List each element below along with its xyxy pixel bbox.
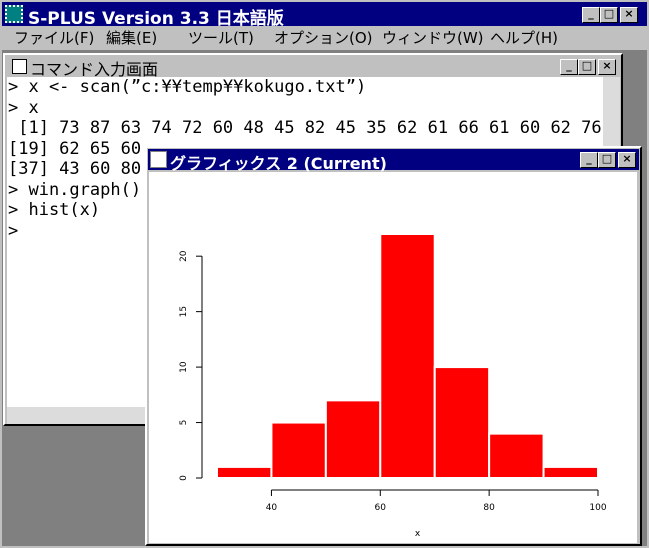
x-tick-label: 80	[483, 503, 495, 513]
console-line: [19] 62 65 60	[8, 138, 142, 159]
x-tick-label: 60	[375, 503, 387, 513]
console-line: [37] 43 60 80	[8, 159, 142, 179]
console-title: コマンド入力画面	[30, 60, 159, 79]
bar	[216, 465, 273, 479]
minimize[interactable]: _	[580, 152, 598, 168]
console-line: [1] 73 87 63 74 72 60 48 45 82 45 35 62 …	[8, 118, 602, 138]
menu-item[interactable]: オプション(O)	[274, 29, 373, 47]
y-tick-label: 15	[179, 306, 189, 317]
graph-icon	[150, 151, 167, 168]
console-line: > x <- scan(”c:¥¥temp¥¥kokugo.txt”)	[8, 77, 367, 97]
x-tick-label: 100	[589, 503, 606, 513]
console-line: >	[8, 220, 19, 241]
close[interactable]: ×	[598, 59, 616, 75]
chart: 40 60 80 100 0 5 10 15 20 x	[149, 172, 637, 543]
x-tick-label: 40	[266, 503, 278, 513]
close[interactable]: ×	[620, 7, 638, 23]
y-tick-label: 5	[179, 420, 189, 426]
menu-item[interactable]: ツール(T)	[188, 29, 254, 47]
menu-item[interactable]: 編集(E)	[106, 29, 158, 47]
app-title: S-PLUS Version 3.3 日本語版	[28, 9, 284, 29]
console-line: > hist(x)	[8, 200, 101, 220]
console-title-bar: コマンド入力画面 _ □ ×	[6, 56, 620, 79]
bar	[270, 421, 327, 479]
y-tick-label: 0	[179, 475, 189, 481]
x-axis-label: x	[415, 529, 421, 539]
bar	[542, 465, 600, 479]
app-title-bar: S-PLUS Version 3.3 日本語版 _ □ ×	[2, 2, 647, 29]
maximize[interactable]: □	[578, 59, 596, 75]
y-tick-label: 20	[179, 250, 189, 262]
minimize[interactable]: _	[582, 7, 600, 23]
horizontal-scrollbar[interactable]	[7, 407, 147, 424]
bar	[433, 366, 491, 479]
console-line: > x	[8, 97, 39, 118]
bar	[488, 432, 545, 479]
menu-item[interactable]: ウィンドウ(W)	[382, 29, 484, 47]
console-icon	[12, 59, 27, 74]
graph-title-bar: グラフィックス 2 (Current) _ □ ×	[148, 149, 639, 173]
maximize[interactable]: □	[598, 152, 616, 168]
menu-item[interactable]: ファイル(F)	[14, 29, 95, 47]
y-tick-label: 10	[179, 361, 189, 373]
bar	[379, 233, 436, 479]
console-line: > win.graph()	[8, 179, 142, 200]
minimize[interactable]: _	[560, 59, 578, 75]
graph-title: グラフィックス 2 (Current)	[170, 154, 387, 173]
bar	[324, 399, 382, 479]
menu-bar	[2, 26, 647, 50]
menu-item[interactable]: ヘルプ(H)	[490, 29, 558, 47]
maximize[interactable]: □	[600, 7, 618, 23]
close[interactable]: ×	[618, 152, 636, 168]
app-icon	[5, 5, 23, 23]
